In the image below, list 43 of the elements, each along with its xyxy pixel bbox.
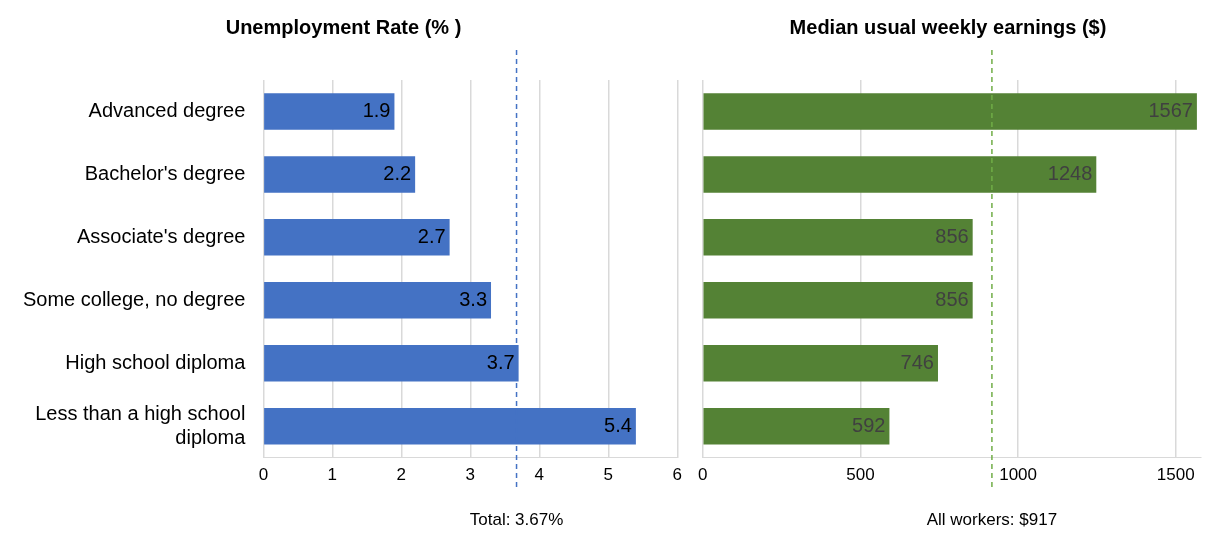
bar (264, 219, 450, 256)
y-tick-label: Some college, no degree (23, 287, 246, 310)
data-label: 1.9 (362, 98, 391, 121)
x-tick-label: 1 (327, 465, 338, 485)
y-tick-label: Less than a high school diploma (35, 401, 247, 448)
y-tick-label: Bachelor's degree (84, 161, 246, 184)
data-label: 2.7 (417, 224, 446, 247)
ref-line-label: Total: 3.67% (469, 509, 564, 529)
bar (264, 156, 416, 193)
y-tick-label: Advanced degree (88, 98, 246, 121)
chart-title: Unemployment Rate (% ) (225, 15, 462, 38)
x-tick-label: 0 (697, 465, 708, 485)
data-label: 2.2 (383, 161, 412, 184)
data-label: 3.7 (486, 350, 515, 373)
data-label: 856 (935, 287, 969, 310)
bar (703, 282, 973, 319)
data-label: 746 (900, 350, 934, 373)
data-label: 856 (935, 224, 969, 247)
chart-title: Median usual weekly earnings ($) (789, 15, 1107, 38)
data-label: 3.3 (459, 287, 488, 310)
x-tick-label: 500 (846, 465, 875, 485)
x-tick-label: 6 (672, 465, 683, 485)
x-tick-label: 1500 (1156, 465, 1195, 485)
bar (703, 407, 890, 445)
data-label: 1248 (1047, 161, 1093, 184)
y-tick-label: Associate's degree (77, 224, 246, 247)
data-label: 1567 (1148, 98, 1193, 121)
data-label: 5.4 (604, 413, 632, 436)
bar (264, 282, 492, 319)
data-label: 592 (852, 413, 886, 436)
x-tick-label: 2 (396, 465, 407, 485)
x-tick-label: 0 (258, 465, 269, 485)
bar (703, 93, 1197, 130)
x-tick-label: 4 (534, 465, 545, 485)
y-tick-label: High school diploma (65, 350, 247, 373)
bar (703, 156, 1097, 193)
x-tick-label: 3 (465, 465, 476, 485)
bar (703, 219, 973, 256)
ref-line-label: All workers: $917 (926, 509, 1058, 529)
x-tick-label: 1000 (999, 465, 1037, 485)
bar (264, 93, 395, 130)
bar (703, 344, 938, 382)
x-tick-label: 5 (603, 465, 614, 485)
